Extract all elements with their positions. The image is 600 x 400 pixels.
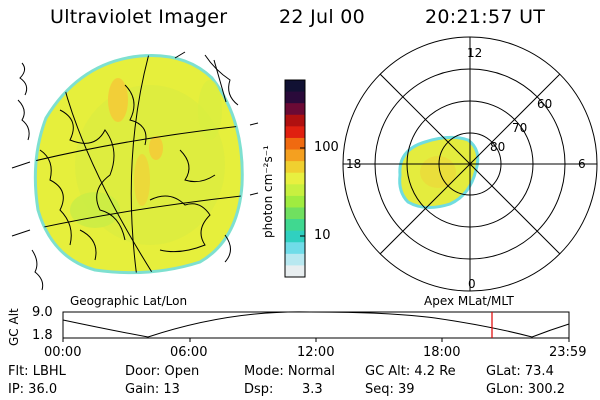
observation-date: 22 Jul 00 [279, 6, 366, 28]
mlt-label-18: 18 [346, 157, 362, 171]
info-glat: GLat: 73.4 [486, 364, 554, 379]
time-tick-4: 23:59 [549, 345, 587, 360]
info-gc-alt: GC Alt: 4.2 Re [365, 364, 456, 379]
info-gain: Gain: 13 [125, 382, 180, 397]
colorbar-segment [285, 195, 305, 208]
colorbar-segment [285, 137, 305, 151]
colorbar-segment [285, 172, 305, 185]
mlt-label-12: 12 [467, 46, 483, 60]
colorbar-segment [285, 80, 305, 93]
time-tick-1: 06:00 [170, 345, 208, 360]
colorbar-segment [285, 103, 305, 116]
polar-panel-label: Apex MLat/MLT [424, 294, 514, 308]
altitude-ymax: 9.0 [32, 305, 53, 320]
colorbar-segment [285, 242, 305, 255]
colorbar-tick-100: 100 [314, 140, 339, 155]
colorbar-segment [285, 114, 305, 127]
colorbar-segment [285, 219, 305, 232]
altitude-ymin: 1.8 [32, 328, 53, 343]
colorbar-segment [285, 230, 305, 243]
geographic-image [11, 51, 259, 291]
lat-label-70: 70 [512, 121, 528, 135]
colorbar-unit-label: photon cm⁻²s⁻¹ [261, 145, 275, 238]
info-glon: GLon: 300.2 [486, 382, 566, 397]
time-tick-2: 12:00 [297, 345, 335, 360]
info-dsp-value: 3.3 [302, 382, 323, 397]
colorbar-segment [285, 91, 305, 104]
lat-label-80: 80 [490, 140, 506, 154]
geo-panel-label: Geographic Lat/Lon [70, 294, 188, 308]
altitude-plot [62, 311, 570, 342]
info-seq: Seq: 39 [365, 382, 415, 397]
colorbar [284, 79, 306, 278]
info-door: Door: Open [125, 364, 200, 379]
polar-plot [342, 36, 598, 292]
info-filter: Flt: LBHL [8, 364, 66, 379]
colorbar-segment [285, 207, 305, 220]
altitude-ylabel: GC Alt [7, 308, 21, 346]
time-tick-3: 18:00 [423, 345, 461, 360]
colorbar-segment [285, 126, 305, 139]
colorbar-segment [285, 149, 305, 162]
lat-label-60: 60 [537, 97, 553, 111]
colorbar-segment [285, 184, 305, 197]
colorbar-segment [285, 265, 305, 278]
info-ip: IP: 36.0 [8, 382, 58, 397]
colorbar-frame [284, 79, 306, 278]
colorbar-tick-10: 10 [314, 228, 331, 243]
info-dsp-label: Dsp: [244, 382, 274, 397]
colorbar-segment [285, 253, 305, 266]
info-mode: Mode: Normal [244, 364, 335, 379]
mlt-label-0: 0 [468, 277, 476, 291]
observation-time: 20:21:57 UT [425, 6, 546, 28]
mlt-label-6: 6 [578, 157, 586, 171]
colorbar-segment [285, 161, 305, 174]
time-tick-0: 00:00 [44, 345, 82, 360]
instrument-title: Ultraviolet Imager [50, 6, 228, 28]
